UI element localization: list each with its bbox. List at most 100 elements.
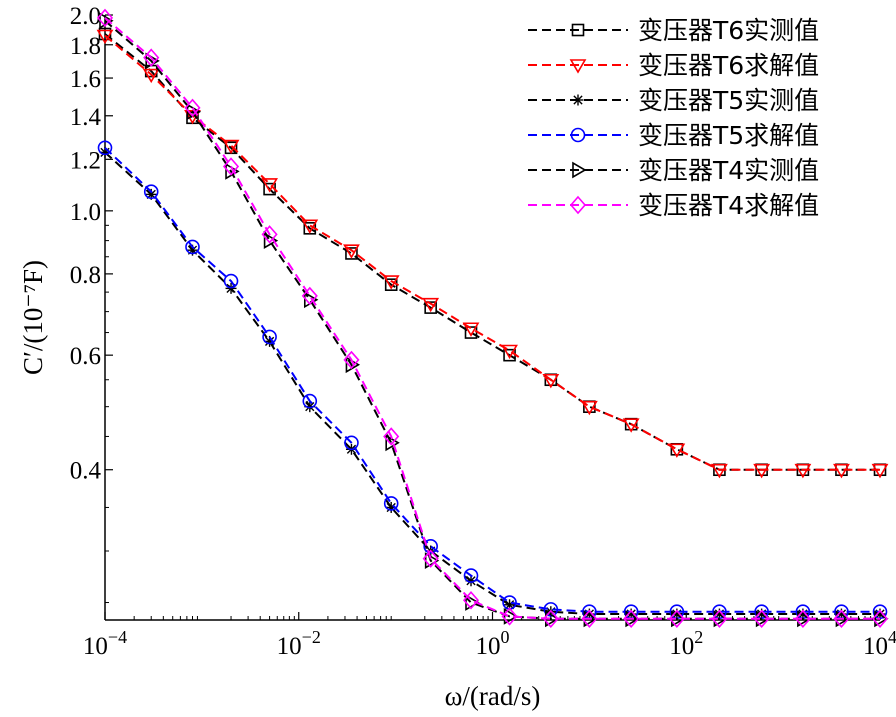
x-tick-base: 10 [669,633,694,660]
series-line [104,34,880,471]
series-layer [96,8,889,629]
data-point [343,244,360,259]
data-point [423,539,438,554]
data-point [383,427,400,446]
legend-item: 变压器T6求解值 [528,51,819,80]
legend-label: 变压器T4求解值 [638,191,819,220]
data-point [753,609,770,629]
data-point [422,549,439,568]
data-point [794,609,811,629]
series-6 [96,8,889,629]
y-tick-label: 2.0 [70,3,101,30]
y-tick-label: 0.6 [70,343,101,370]
data-point [580,400,598,416]
legend-marker [571,23,585,37]
data-point [185,239,200,255]
data-point [424,301,437,314]
y-tick-label: 1.4 [70,104,102,131]
data-point [302,393,318,409]
legend-label: 变压器T5求解值 [638,121,819,150]
data-point [263,232,279,250]
asterisk-stroke [264,336,275,347]
data-point [622,418,640,433]
data-point [668,443,686,458]
y-tick-label: 1.8 [70,33,101,60]
data-point [345,247,358,260]
x-tick-base: 10 [476,633,501,660]
asterisk-stroke [466,576,476,586]
x-tick-label: 10−2 [277,627,321,660]
y-tick-label: 0.4 [70,458,102,485]
legend-marker [569,59,587,74]
legend-marker [570,127,586,143]
x-tick-base: 10 [863,633,888,660]
data-point [543,602,559,617]
data-point [97,140,113,156]
asterisk-stroke [305,402,315,412]
data-point [794,463,812,479]
x-tick-exponent: −4 [108,627,127,647]
data-point [503,608,519,625]
x-axis-title: ω/(rad/s) [445,681,541,711]
axes: 10−4 10−2 100 102 1040.40.60.81.01.21.41.61.… [18,3,896,711]
x-tick-base: 10 [277,633,302,660]
x-tick-label: 10−4 [83,627,127,660]
asterisk-stroke [573,95,583,105]
x-tick-label: 104 [863,627,896,660]
data-point [501,344,518,360]
data-point [383,496,399,511]
x-tick-label: 100 [476,627,510,660]
data-point [222,157,240,176]
data-point [871,609,889,629]
data-point [874,610,889,628]
legend-label: 变压器T4实测值 [638,156,819,185]
data-point [143,48,160,67]
data-point [184,98,201,118]
data-point [542,373,560,389]
x-tick-exponent: −2 [302,627,321,647]
data-point [668,609,685,629]
y-tick-label: 1.2 [70,147,101,174]
data-point [96,8,114,28]
legend-label: 变压器T6求解值 [638,51,819,80]
legend-item: 变压器T5实测值 [528,86,819,115]
data-point [422,297,440,313]
data-point [623,609,640,629]
legend-marker [569,195,587,215]
data-point [833,609,850,629]
data-point [833,463,850,479]
data-point [143,184,159,200]
data-point [301,219,319,234]
data-point [343,350,360,370]
data-point [382,275,400,290]
series-line [104,151,880,616]
series-line [104,33,880,471]
legend-marker [572,94,584,106]
x-tick-base: 10 [83,633,108,660]
data-point [225,282,237,294]
legend-item: 变压器T5求解值 [528,121,819,150]
legend-item: 变压器T6实测值 [528,16,819,45]
data-point [222,139,240,155]
y-tick-label: 0.8 [70,262,101,289]
legend-label: 变压器T5实测值 [638,86,819,115]
data-point [261,225,278,244]
data-point [711,609,728,629]
data-point [711,463,728,479]
data-point [462,322,480,337]
data-point [223,273,239,289]
data-point [581,609,598,629]
x-tick-exponent: 2 [694,627,703,647]
data-point [542,609,559,629]
y-axis-title: C′/(10⁻⁷F) [18,260,48,375]
x-tick-exponent: 0 [501,627,510,647]
data-point [462,591,480,610]
legend-item: 变压器T4求解值 [528,191,819,220]
y-tick-label: 1.6 [70,66,101,93]
data-point [385,434,400,452]
series-2 [96,29,889,479]
data-point [463,568,479,583]
y-tick-label: 1.0 [70,199,101,226]
data-point [96,29,114,45]
